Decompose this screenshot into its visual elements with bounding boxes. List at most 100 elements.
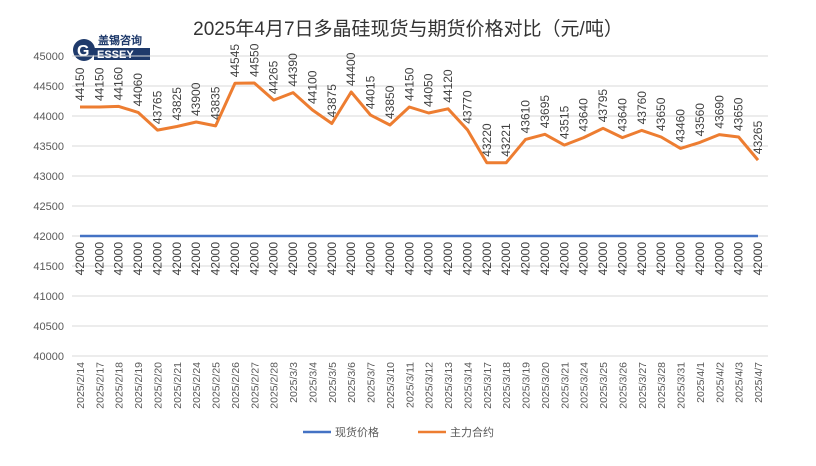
- futures-data-label: 44060: [131, 73, 145, 107]
- spot-data-label: 42000: [596, 242, 610, 276]
- x-tick-label: 2025/2/19: [133, 362, 145, 409]
- x-tick-label: 2025/2/17: [94, 362, 106, 409]
- x-tick-label: 2025/3/19: [521, 362, 533, 409]
- spot-data-label: 42000: [247, 242, 261, 276]
- spot-data-label: 42000: [422, 242, 436, 276]
- x-tick-label: 2025/2/26: [230, 362, 242, 409]
- x-tick-label: 2025/3/25: [598, 362, 610, 409]
- x-tick-label: 2025/3/20: [540, 362, 552, 409]
- x-tick-label: 2025/2/14: [75, 362, 87, 409]
- x-tick-label: 2025/3/5: [327, 362, 339, 403]
- spot-data-label: 42000: [344, 242, 358, 276]
- y-tick-label: 44000: [33, 111, 64, 123]
- x-tick-label: 2025/3/27: [637, 362, 649, 409]
- x-tick-label: 2025/3/6: [346, 362, 358, 403]
- spot-data-label: 42000: [751, 242, 765, 276]
- futures-data-label: 43795: [596, 89, 610, 123]
- futures-data-label: 44150: [73, 67, 87, 101]
- futures-data-label: 43640: [577, 98, 591, 132]
- futures-data-label: 43760: [635, 91, 649, 125]
- futures-data-label: 43640: [615, 98, 629, 132]
- x-tick-label: 2025/3/7: [366, 362, 378, 403]
- x-tick-label: 2025/2/25: [211, 362, 223, 409]
- spot-data-label: 42000: [189, 242, 203, 276]
- x-tick-label: 2025/3/24: [579, 362, 591, 409]
- futures-data-label: 43875: [325, 84, 339, 118]
- futures-data-label: 44160: [112, 67, 126, 101]
- futures-data-label: 43900: [189, 82, 203, 116]
- x-tick-label: 2025/3/13: [443, 362, 455, 409]
- futures-data-label: 43650: [732, 97, 746, 131]
- spot-data-label: 42000: [112, 242, 126, 276]
- x-tick-label: 2025/3/12: [424, 362, 436, 409]
- chart-title: 2025年4月7日多晶硅现货与期货价格对比（元/吨）: [193, 19, 623, 40]
- x-tick-label: 2025/2/20: [152, 362, 164, 409]
- futures-data-label: 44100: [305, 70, 319, 104]
- spot-data-label: 42000: [364, 242, 378, 276]
- y-tick-label: 41500: [33, 261, 64, 273]
- futures-data-label: 43220: [480, 123, 494, 157]
- futures-data-label: 43695: [538, 95, 552, 129]
- futures-data-label: 43835: [209, 86, 223, 120]
- spot-data-label: 42000: [538, 242, 552, 276]
- spot-data-label: 42000: [674, 242, 688, 276]
- x-tick-label: 2025/4/3: [734, 362, 746, 403]
- spot-data-label: 42000: [693, 242, 707, 276]
- futures-data-label: 44400: [344, 52, 358, 86]
- x-tick-label: 2025/4/1: [695, 362, 707, 403]
- spot-data-label: 42000: [460, 242, 474, 276]
- y-tick-label: 42000: [33, 231, 64, 243]
- legend-label: 主力合约: [450, 425, 494, 439]
- spot-data-label: 42000: [150, 242, 164, 276]
- spot-data-label: 42000: [615, 242, 629, 276]
- spot-data-label: 42000: [228, 242, 242, 276]
- spot-data-label: 42000: [73, 242, 87, 276]
- x-tick-label: 2025/3/14: [462, 362, 474, 409]
- x-tick-label: 2025/3/17: [482, 362, 494, 409]
- futures-data-label: 44390: [286, 53, 300, 87]
- futures-data-label: 43460: [674, 109, 688, 143]
- x-tick-label: 2025/4/2: [714, 362, 726, 403]
- svg-text:ESSEY: ESSEY: [97, 49, 134, 61]
- futures-data-label: 43770: [460, 90, 474, 124]
- x-tick-label: 2025/2/28: [269, 362, 281, 409]
- spot-data-label: 42000: [131, 242, 145, 276]
- spot-data-label: 42000: [92, 242, 106, 276]
- futures-data-label: 44545: [228, 44, 242, 78]
- y-tick-label: 45000: [33, 51, 64, 63]
- x-tick-label: 2025/3/26: [617, 362, 629, 409]
- x-tick-label: 2025/3/28: [656, 362, 668, 409]
- x-tick-label: 2025/3/3: [288, 362, 300, 403]
- x-tick-label: 2025/2/18: [114, 362, 126, 409]
- futures-data-label: 43610: [519, 100, 533, 134]
- y-tick-label: 43500: [33, 141, 64, 153]
- legend-label: 现货价格: [335, 425, 379, 439]
- spot-data-label: 42000: [305, 242, 319, 276]
- futures-data-label: 43650: [654, 97, 668, 131]
- x-tick-label: 2025/3/10: [385, 362, 397, 409]
- y-tick-label: 44500: [33, 81, 64, 93]
- spot-data-label: 42000: [557, 242, 571, 276]
- spot-data-label: 42000: [170, 242, 184, 276]
- spot-data-label: 42000: [286, 242, 300, 276]
- x-tick-label: 2025/2/21: [172, 362, 184, 409]
- x-tick-label: 2025/4/7: [753, 362, 765, 403]
- futures-data-label: 43765: [150, 90, 164, 124]
- spot-data-label: 42000: [441, 242, 455, 276]
- spot-data-label: 42000: [325, 242, 339, 276]
- x-tick-label: 2025/3/18: [501, 362, 513, 409]
- spot-data-label: 42000: [499, 242, 513, 276]
- spot-data-label: 42000: [402, 242, 416, 276]
- y-tick-label: 43000: [33, 171, 64, 183]
- x-tick-label: 2025/3/4: [307, 362, 319, 403]
- futures-data-label: 44150: [92, 67, 106, 101]
- y-tick-label: 42500: [33, 201, 64, 213]
- y-tick-label: 41000: [33, 291, 64, 303]
- x-tick-label: 2025/2/24: [191, 362, 203, 409]
- futures-data-label: 43221: [499, 123, 513, 157]
- spot-data-label: 42000: [577, 242, 591, 276]
- futures-data-label: 43850: [383, 85, 397, 119]
- x-tick-label: 2025/3/11: [404, 362, 416, 408]
